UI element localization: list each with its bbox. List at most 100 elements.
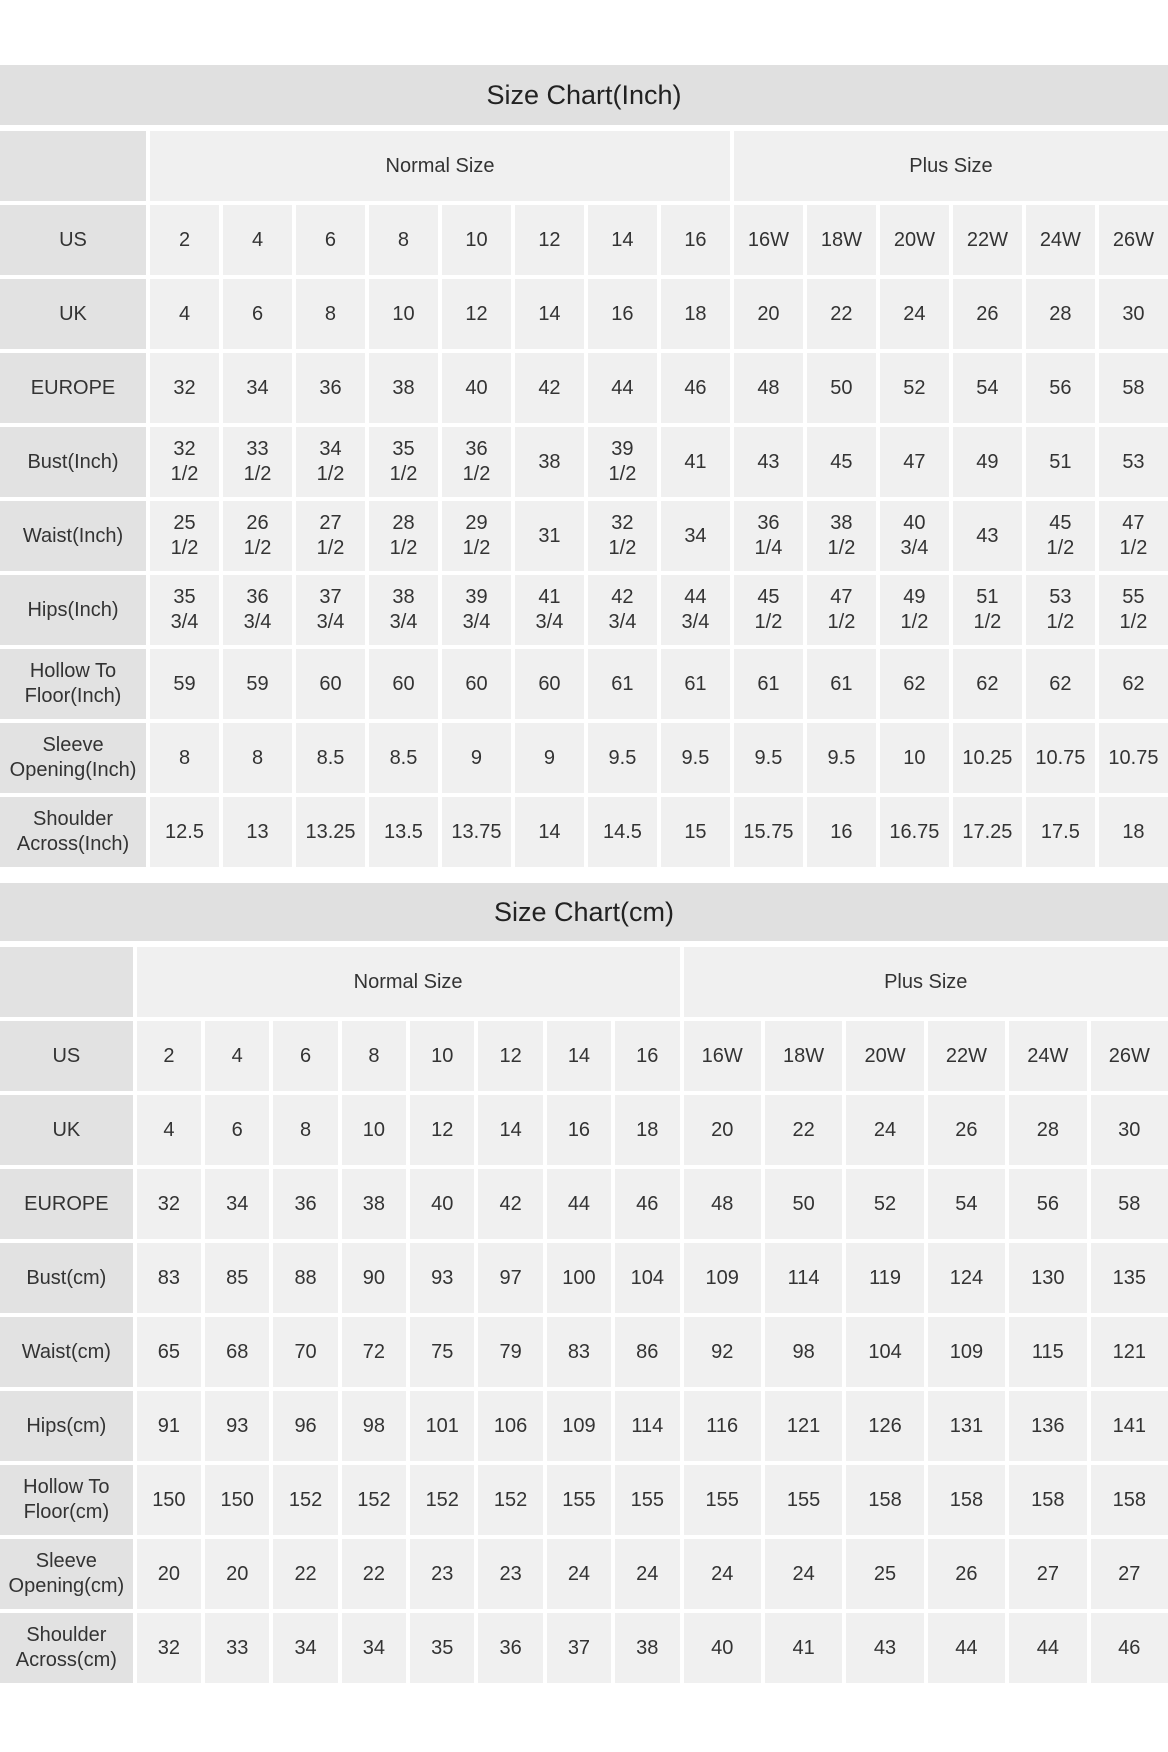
- cell-value: 8.5: [316, 746, 345, 769]
- cell-value: 8: [251, 746, 264, 769]
- table-cell: 152: [410, 1465, 475, 1535]
- cell-value: 32: [157, 1636, 180, 1659]
- table-cell: 36: [296, 353, 365, 423]
- cell-value: 50: [792, 1192, 815, 1215]
- cell-value: 24: [711, 1562, 734, 1585]
- cell-value: 47 1/2: [1119, 512, 1148, 559]
- table-cell: 34: [660, 501, 730, 571]
- row-label: Hollow To Floor(cm): [23, 1476, 110, 1523]
- cell-value: 49 1/2: [900, 586, 929, 633]
- table-cell: 8: [368, 205, 438, 275]
- table-cell: 13.25: [296, 797, 365, 867]
- cell-value: 36 3/4: [243, 586, 272, 633]
- row-label-cell: Bust(Inch): [0, 427, 147, 497]
- cell-value: 116: [706, 1414, 739, 1437]
- table-cell: 22: [764, 1095, 843, 1165]
- table-cell: 16W: [733, 205, 803, 275]
- cell-value: 131: [949, 1414, 984, 1437]
- table-cell: 59: [150, 649, 220, 719]
- cell-value: 22: [792, 1118, 815, 1141]
- cell-value: 46: [1118, 1636, 1141, 1659]
- table-cell: 49: [952, 427, 1022, 497]
- row-label-cell: Waist(Inch): [0, 501, 147, 571]
- table-row: Sleeve Opening(cm) 20 20 22 22 23 23 24 24 24 24 25…: [0, 1539, 1168, 1609]
- cell-value: 9.5: [754, 746, 783, 769]
- table-cell: 119: [846, 1243, 924, 1313]
- size-chart-cm: Size Chart(cm) Normal Size Plus Size US 2 4 6…: [0, 883, 1168, 1687]
- table-cell: 18W: [764, 1021, 843, 1091]
- table-cell: 14: [478, 1095, 543, 1165]
- cell-value: 44 3/4: [681, 586, 710, 633]
- cell-value: 24: [903, 302, 926, 325]
- cell-value: 58: [1122, 376, 1145, 399]
- cell-value: 155: [630, 1488, 664, 1511]
- table-cell: 32: [150, 353, 220, 423]
- cell-value: 32: [157, 1192, 180, 1215]
- row-label-cell: Hollow To Floor(cm): [0, 1465, 133, 1535]
- table-cell: 46: [660, 353, 730, 423]
- table-cell: 34: [223, 353, 292, 423]
- table-cell: 35 3/4: [150, 575, 220, 645]
- table-cell: 10: [368, 279, 438, 349]
- cell-value: 121: [786, 1414, 821, 1437]
- cell-value: 18W: [783, 1044, 825, 1067]
- cell-value: 101: [425, 1414, 459, 1437]
- row-label-cell: UK: [0, 1095, 133, 1165]
- cell-value: 10.75: [1035, 746, 1086, 769]
- table-cell: 35: [410, 1613, 475, 1683]
- corner-cell: [0, 947, 133, 1017]
- cell-value: 51 1/2: [973, 586, 1002, 633]
- table-cell: 158: [1009, 1465, 1087, 1535]
- row-label: Sleeve Opening(Inch): [9, 734, 137, 781]
- cell-value: 42 3/4: [608, 586, 637, 633]
- table-cell: 14.5: [587, 797, 657, 867]
- table-cell: 32 1/2: [150, 427, 220, 497]
- cell-value: 24: [567, 1562, 591, 1585]
- cell-value: 2: [163, 1044, 175, 1067]
- row-label-cell: Sleeve Opening(Inch): [0, 723, 147, 793]
- cell-value: 2: [178, 228, 191, 251]
- cell-value: 61: [757, 672, 780, 695]
- cell-value: 34: [362, 1636, 386, 1659]
- cell-value: 92: [711, 1340, 734, 1363]
- table-cell: 36 1/4: [733, 501, 803, 571]
- cell-value: 10: [362, 1118, 386, 1141]
- cell-value: 8: [178, 746, 191, 769]
- cell-value: 14: [567, 1044, 591, 1067]
- cell-value: 88: [294, 1266, 317, 1289]
- table-row: UK 4 6 8 10 12 14 16 18 20 22 24 26 28 30: [0, 279, 1168, 349]
- cell-value: 40: [711, 1636, 734, 1659]
- cell-value: 158: [1112, 1488, 1146, 1511]
- table-cell: 47 1/2: [1098, 501, 1168, 571]
- table-cell: 6: [223, 279, 292, 349]
- row-label: US: [59, 228, 87, 251]
- table-cell: 39 3/4: [441, 575, 511, 645]
- cell-value: 27 1/2: [316, 512, 345, 559]
- table-cell: 35 1/2: [368, 427, 438, 497]
- cell-value: 60: [538, 672, 561, 695]
- table-cell: 29 1/2: [441, 501, 511, 571]
- cell-value: 16: [567, 1118, 591, 1141]
- table-cell: 115: [1009, 1317, 1087, 1387]
- table-cell: 12: [514, 205, 584, 275]
- table-cell: 36: [478, 1613, 543, 1683]
- table-cell: 22W: [952, 205, 1022, 275]
- table-cell: 52: [879, 353, 949, 423]
- cell-value: 17.25: [962, 820, 1013, 843]
- table-cell: 106: [478, 1391, 543, 1461]
- cell-value: 13: [246, 820, 269, 843]
- cell-value: 54: [976, 376, 999, 399]
- table-cell: 23: [478, 1539, 543, 1609]
- cell-value: 45 1/2: [1046, 512, 1075, 559]
- cell-value: 62: [976, 672, 999, 695]
- cell-value: 104: [868, 1340, 902, 1363]
- cell-value: 91: [157, 1414, 180, 1437]
- cell-value: 10.25: [962, 746, 1013, 769]
- table-cell: 152: [341, 1465, 407, 1535]
- table-cell: 61: [806, 649, 876, 719]
- cell-value: 51: [1049, 450, 1072, 473]
- table-cell: 9.5: [733, 723, 803, 793]
- cell-value: 93: [431, 1266, 454, 1289]
- table-cell: 24: [546, 1539, 612, 1609]
- cell-value: 36: [294, 1192, 317, 1215]
